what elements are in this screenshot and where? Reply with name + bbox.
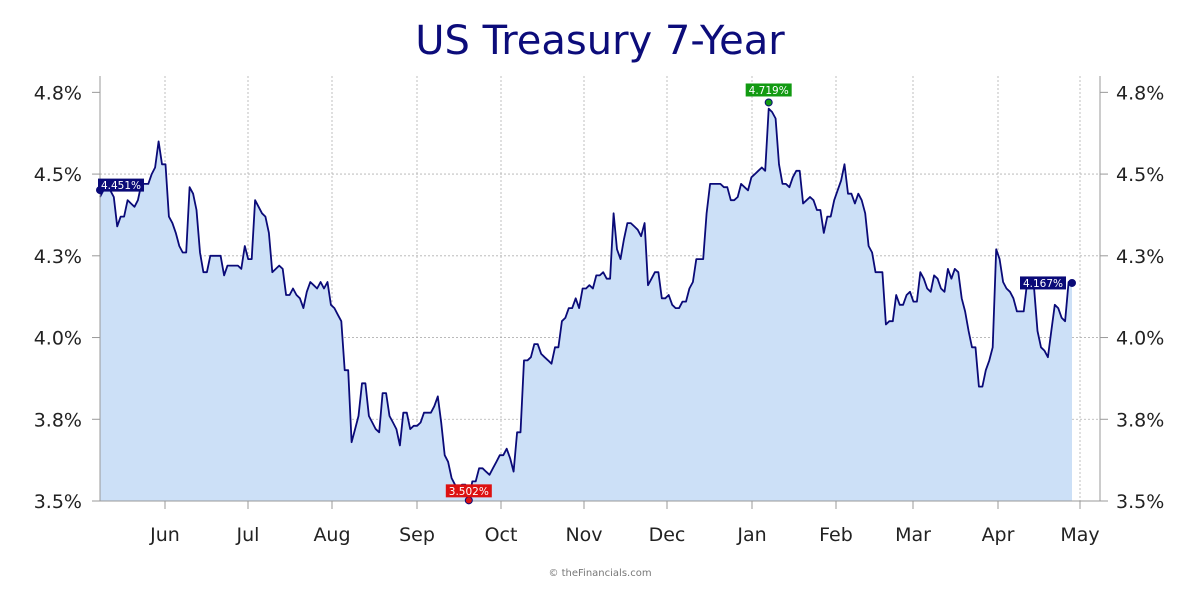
x-tick-label: Dec xyxy=(649,524,686,546)
start-value-label: 4.451% xyxy=(101,180,141,192)
x-tick-label: Jul xyxy=(236,524,260,546)
max-value-label: 4.719% xyxy=(749,85,789,97)
x-tick-label: Jan xyxy=(736,524,766,546)
min-value-badge xyxy=(445,484,492,498)
chart-title: US Treasury 7-Year xyxy=(415,18,785,64)
max-value-marker xyxy=(764,98,773,107)
end-value-badge xyxy=(1020,276,1066,290)
x-tick-label: Apr xyxy=(982,524,1015,546)
y-tick-label-right: 4.0% xyxy=(1116,328,1164,350)
y-tick-label-right: 4.8% xyxy=(1116,82,1164,104)
min-value-label: 3.502% xyxy=(449,486,489,498)
end-value-label: 4.167% xyxy=(1023,278,1063,290)
y-tick-label-left: 4.5% xyxy=(34,164,82,186)
credit-text: © theFinancials.com xyxy=(548,568,652,579)
start-value-badge xyxy=(98,178,144,192)
y-tick-label-right: 4.3% xyxy=(1116,246,1164,268)
x-tick-label: Jun xyxy=(149,524,180,546)
y-tick-label-left: 3.5% xyxy=(34,491,82,513)
x-tick-label: Mar xyxy=(895,524,931,546)
end-value-marker xyxy=(1068,278,1076,287)
max-value-badge xyxy=(745,83,792,97)
series-line xyxy=(99,107,1073,502)
x-tick-label: Feb xyxy=(819,524,853,546)
y-tick-label-right: 3.5% xyxy=(1116,491,1164,513)
x-tick-label: Nov xyxy=(565,524,602,546)
min-value-marker xyxy=(464,496,473,505)
y-tick-label-left: 4.0% xyxy=(34,328,82,350)
y-tick-label-left: 4.3% xyxy=(34,246,82,268)
y-tick-label-left: 3.8% xyxy=(34,409,82,431)
y-tick-label-right: 3.8% xyxy=(1116,409,1164,431)
area-fill xyxy=(100,108,1072,501)
x-tick-label: Oct xyxy=(485,524,518,546)
y-tick-label-right: 4.5% xyxy=(1116,164,1164,186)
x-tick-label: May xyxy=(1060,524,1099,546)
y-tick-label-left: 4.8% xyxy=(34,82,82,104)
x-tick-label: Aug xyxy=(313,524,350,546)
x-tick-label: Sep xyxy=(399,524,435,546)
